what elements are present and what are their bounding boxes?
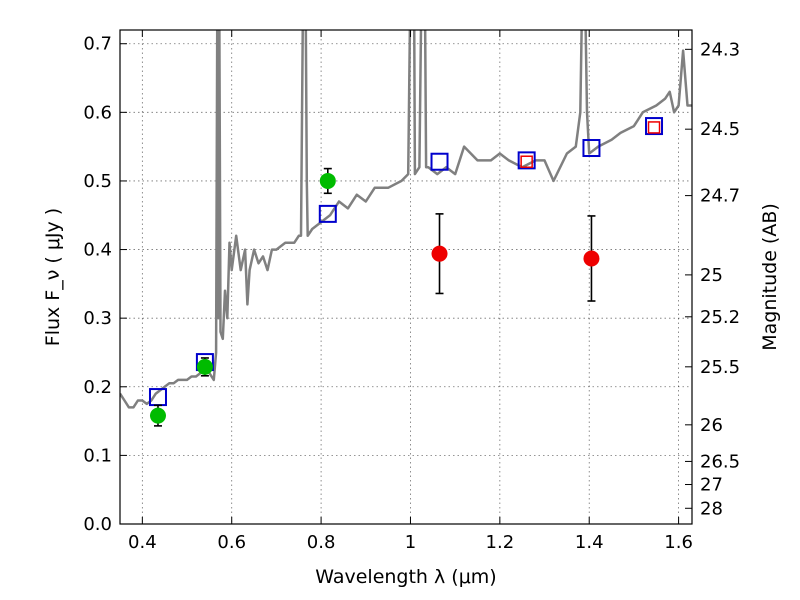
y-tick-label: 0.0 (83, 514, 112, 535)
right-tick-label: 27 (700, 475, 723, 496)
y-tick-label: 0.1 (83, 445, 112, 466)
y-tick-label: 0.3 (83, 308, 112, 329)
green-point (319, 172, 336, 189)
y-tick-label: 0.5 (83, 171, 112, 192)
blue-square-marker (645, 117, 664, 136)
y-tick-label: 0.4 (83, 240, 112, 261)
right-tick-label: 26 (700, 415, 723, 436)
right-tick-label: 24.3 (700, 39, 740, 60)
spectrum-line (120, 30, 692, 409)
green-point (149, 407, 166, 424)
red-point (583, 250, 600, 267)
plot-layer (120, 30, 692, 427)
red-square-marker (520, 155, 533, 168)
tick-layer: 0.4 0.6 0.8 1 1.2 1.4 1.6 0.0 0.1 0.2 0.3 0.4 0.5 0.6… (83, 30, 740, 553)
x-axis-title: Wavelength λ (μm) (315, 566, 496, 588)
blue-square-marker (430, 152, 449, 171)
grid-layer (120, 30, 692, 525)
red-square-marker (647, 121, 661, 134)
right-tick-label: 24.7 (700, 186, 740, 207)
green-point (196, 358, 213, 375)
right-tick-label: 26.5 (700, 451, 740, 472)
x-tick-label: 1.4 (575, 532, 604, 553)
blue-square-marker (517, 151, 536, 170)
plot-frame (119, 29, 693, 525)
x-tick-label: 1.6 (664, 532, 693, 553)
x-tick-label: 0.6 (217, 532, 246, 553)
x-tick-label: 1.2 (486, 532, 515, 553)
blue-square-marker (582, 139, 601, 158)
x-tick-label: 1 (405, 532, 416, 553)
red-point (431, 245, 448, 262)
x-tick-label: 0.8 (307, 532, 336, 553)
y-tick-label: 0.6 (83, 102, 112, 123)
right-axis-title: Magnitude (AB) (759, 203, 781, 351)
right-tick-label: 25.5 (700, 357, 740, 378)
right-tick-label: 28 (700, 498, 723, 519)
x-tick-label: 0.4 (128, 532, 157, 553)
y-tick-label: 0.7 (83, 34, 112, 55)
y-tick-label: 0.2 (83, 377, 112, 398)
right-tick-label: 25.2 (700, 307, 740, 328)
blue-square-marker (318, 204, 337, 223)
right-tick-label: 25 (700, 265, 723, 286)
right-tick-label: 24.5 (700, 119, 740, 140)
y-axis-title: Flux F_ν ( μJy ) (42, 208, 64, 346)
